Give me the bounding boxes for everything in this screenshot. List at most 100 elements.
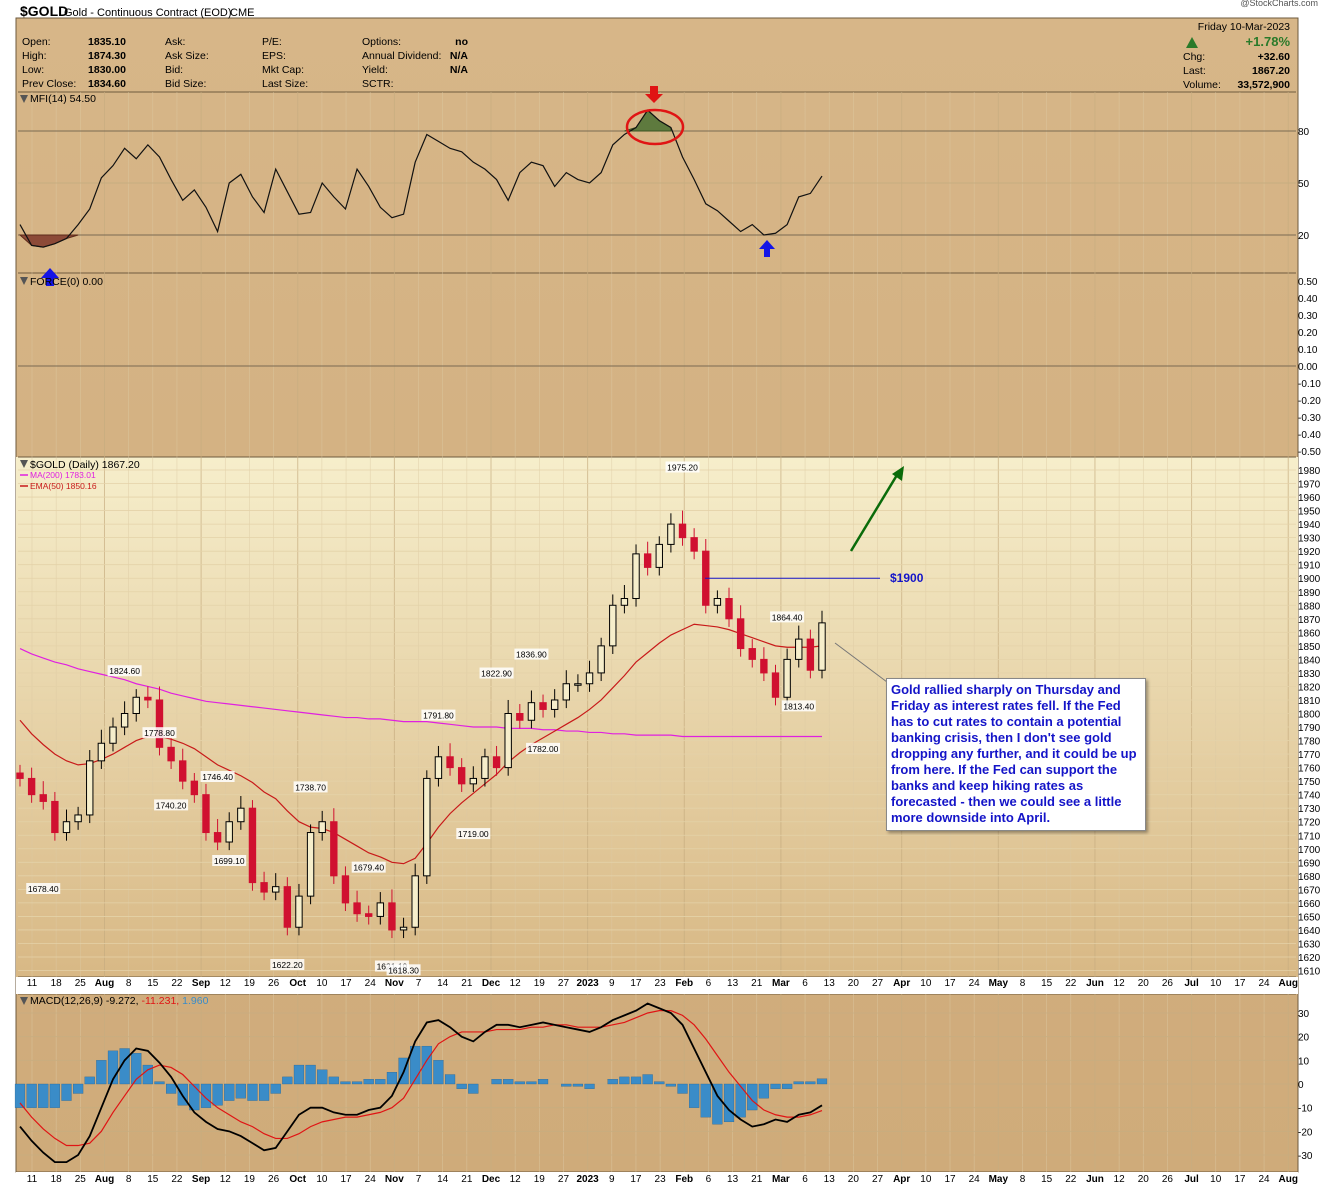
price-label-bg [665, 461, 700, 473]
date-tick-label: Feb [675, 1174, 693, 1185]
candle-body [318, 821, 326, 834]
price-tick-label: 1610 [1298, 967, 1321, 978]
date-tick-label: 17 [630, 978, 642, 989]
macd-histogram-bar [468, 1083, 479, 1094]
macd-histogram-bar [49, 1083, 60, 1108]
price-label-bg [526, 742, 561, 754]
date-tick-label: 10 [316, 1174, 328, 1185]
candle-body [446, 756, 454, 769]
candle-body [585, 672, 594, 685]
macd-histogram-bar [770, 1083, 781, 1089]
macd-tick-label: 10 [1298, 1056, 1310, 1067]
date-tick-label: 22 [171, 1174, 183, 1185]
quote-label: Ask: [165, 36, 185, 48]
date-tick-label: 13 [727, 1174, 739, 1185]
price-tick-label: 1830 [1298, 669, 1321, 680]
quote-value: 1834.60 [88, 78, 126, 90]
candle-body [237, 807, 245, 823]
macd-histogram-bar [212, 1083, 223, 1106]
date-tick-label: 17 [1234, 1174, 1246, 1185]
macd-histogram-bar [363, 1079, 374, 1085]
quote-label: SCTR: [362, 78, 394, 90]
macd-histogram-bar [258, 1083, 270, 1101]
price-label: 1719.00 [458, 829, 489, 839]
date-tick-label: 18 [51, 1174, 63, 1185]
date-tick-label: Mar [772, 978, 790, 989]
macd-histogram-bar [723, 1083, 735, 1123]
date-tick-label: 24 [1258, 978, 1270, 989]
quote-value: 1835.10 [88, 36, 126, 48]
change-percent: +1.78% [1246, 34, 1291, 49]
quote-value: 1867.20 [1252, 65, 1290, 77]
macd-tick-label: 0 [1298, 1080, 1304, 1091]
price-label-bg [781, 700, 816, 712]
price-tick-label: 1800 [1298, 710, 1321, 721]
macd-histogram-bar [433, 1060, 444, 1085]
date-tick-label: 21 [751, 1174, 763, 1185]
candle-body [620, 598, 629, 606]
candle-body [283, 886, 292, 928]
date-tick-label: 26 [268, 1174, 280, 1185]
macd-histogram-bar [537, 1079, 549, 1085]
panel-toggle-icon[interactable] [20, 277, 28, 285]
price-tick-label: 1740 [1298, 791, 1321, 802]
candle-body [364, 913, 373, 917]
price-label: 1822.90 [481, 669, 512, 679]
date-tick-label: 12 [1114, 978, 1126, 989]
macd-tick-label: -10 [1298, 1104, 1313, 1115]
price-label-bg [514, 648, 549, 660]
date-tick-label: Nov [385, 1174, 404, 1185]
price-label-bg [351, 861, 386, 873]
panel-toggle-icon[interactable] [20, 997, 28, 1005]
ma200-label: MA(200) 1783.01 [30, 470, 96, 480]
date-tick-label: 13 [727, 978, 739, 989]
candle-body [272, 886, 280, 893]
date-tick-label: 8 [1020, 1174, 1026, 1185]
symbol-label: $GOLD [20, 3, 68, 19]
date-tick-label: Sep [192, 1174, 210, 1185]
macd-histogram-bar [189, 1083, 200, 1111]
panel-toggle-icon[interactable] [20, 460, 28, 468]
date-tick-label: 8 [126, 1174, 132, 1185]
macd-histogram-bar [456, 1083, 467, 1089]
price-tick-label: 1620 [1298, 953, 1321, 964]
panel-toggle-icon[interactable] [20, 95, 28, 103]
macd-histogram-bar [572, 1083, 584, 1087]
date-tick-label: 18 [51, 978, 63, 989]
candle-body [632, 553, 640, 600]
date-tick-label: Oct [289, 978, 306, 989]
candle-body [423, 777, 431, 877]
quote-value: +32.60 [1258, 51, 1291, 63]
date-tick-label: 17 [340, 1174, 352, 1185]
date-tick-label: 12 [510, 978, 522, 989]
price-label: 1679.40 [353, 863, 384, 873]
date-tick-label: Feb [675, 978, 693, 989]
mfi-line [19, 109, 823, 248]
force-label: FORCE(0) 0.00 [30, 276, 103, 288]
date-tick-label: 20 [848, 978, 860, 989]
macd-histogram-bar [26, 1083, 37, 1108]
quote-label: Chg: [1183, 51, 1205, 63]
candle-body [341, 875, 350, 904]
price-tick-label: 1890 [1298, 588, 1321, 599]
candle-body [795, 638, 803, 660]
date-tick-label: 20 [848, 1174, 860, 1185]
price-label: 1778.80 [144, 728, 175, 738]
price-label-bg [456, 828, 491, 840]
date-tick-label: May [989, 978, 1009, 989]
date-tick-label: 6 [802, 978, 808, 989]
green-arrow-line [849, 474, 899, 552]
date-tick-label: 22 [1065, 1174, 1077, 1185]
price-label: 1791.80 [423, 711, 454, 721]
price-tick-label: 1630 [1298, 939, 1321, 950]
price-tick-label: 1860 [1298, 628, 1321, 639]
instrument-name: Gold - Continuous Contract (EOD) [64, 7, 232, 19]
macd-histogram-bar [247, 1083, 258, 1101]
candle-body [760, 658, 768, 674]
price-tick-label: 1730 [1298, 804, 1321, 815]
quote-value: N/A [450, 64, 469, 76]
price-label-bg [293, 781, 328, 793]
quote-value: 1874.30 [88, 50, 126, 62]
candle-body [562, 683, 570, 701]
